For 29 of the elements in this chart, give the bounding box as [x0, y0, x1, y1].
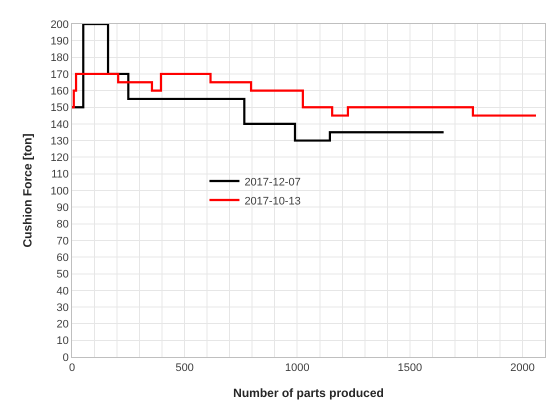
y-tick-label: 30 [56, 302, 69, 314]
y-tick-label: 160 [50, 85, 69, 98]
y-tick-label: 130 [50, 135, 69, 148]
y-tick-label: 120 [50, 152, 69, 164]
y-axis-title: Cushion Force [ton] [20, 134, 35, 248]
x-tick-label: 1500 [398, 362, 422, 374]
y-tick-label: 190 [50, 36, 69, 48]
legend-label: 2017-10-13 [244, 195, 301, 208]
y-tick-label: 150 [50, 102, 69, 114]
y-tick-label: 0 [62, 352, 69, 364]
y-tick-label: 140 [50, 118, 69, 131]
y-tick-label: 200 [50, 18, 69, 31]
y-tick-label: 90 [56, 202, 69, 214]
x-tick-label: 1000 [285, 362, 310, 374]
y-tick-label: 20 [56, 318, 69, 331]
y-tick-label: 40 [56, 285, 69, 298]
y-tick-label: 180 [50, 52, 69, 64]
x-axis-title: Number of parts produced [233, 386, 384, 400]
y-tick-label: 170 [50, 68, 69, 81]
y-tick-label: 80 [56, 218, 69, 231]
y-tick-label: 10 [56, 335, 69, 348]
x-tick-label: 500 [175, 362, 194, 374]
y-tick-label: 60 [56, 252, 69, 264]
legend-label: 2017-12-07 [244, 176, 301, 188]
y-tick-label: 100 [50, 185, 69, 198]
x-tick-label: 2000 [510, 362, 535, 374]
y-tick-label: 50 [56, 268, 69, 281]
y-tick-label: 70 [56, 235, 69, 248]
y-tick-label: 110 [51, 168, 69, 181]
